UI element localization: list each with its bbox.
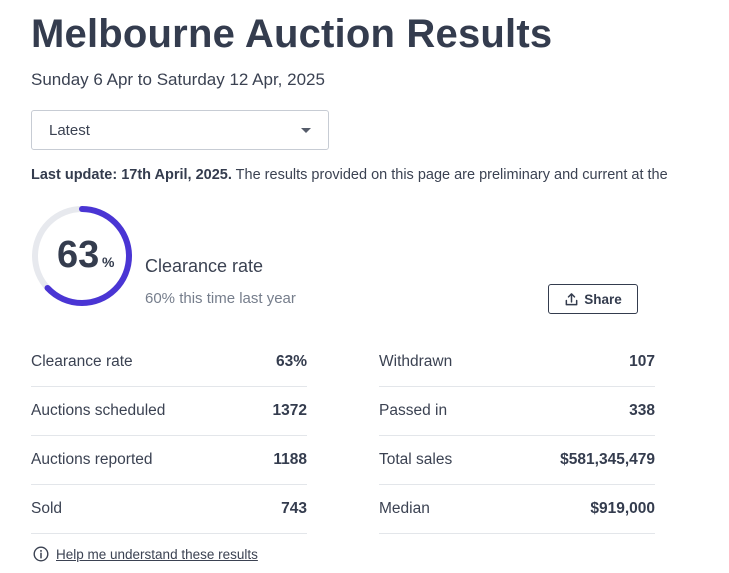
stat-value: 1372 (272, 402, 307, 419)
share-button[interactable]: Share (548, 284, 638, 314)
clearance-ring-progress (32, 206, 132, 306)
stat-value: 63% (275, 353, 307, 370)
stat-label: Auctions scheduled (31, 402, 166, 419)
update-notice-text: The results provided on this page are pr… (231, 167, 668, 183)
update-notice-date: Last update: 17th April, 2025. (31, 167, 232, 183)
stat-value: 338 (629, 402, 655, 419)
help-link-row: Help me understand these results (33, 546, 258, 562)
stat-label: Passed in (379, 402, 448, 419)
stat-label: Withdrawn (379, 353, 453, 370)
stat-row-median: Median $919,000 (379, 485, 655, 534)
stat-row-clearance-rate: Clearance rate 63% (31, 338, 307, 387)
stat-label: Total sales (379, 451, 453, 468)
page-title: Melbourne Auction Results (31, 12, 553, 56)
stat-label: Clearance rate (31, 353, 133, 370)
date-range: Sunday 6 Apr to Saturday 12 Apr, 2025 (31, 70, 325, 89)
info-icon (33, 546, 49, 562)
period-select[interactable]: Latest (31, 110, 329, 150)
clearance-rate-label: Clearance rate (145, 256, 264, 276)
share-upload-icon (565, 292, 578, 305)
stat-value: $919,000 (590, 500, 655, 517)
stat-row-sold: Sold 743 (31, 485, 307, 534)
clearance-rate-percent-sign: % (102, 254, 115, 270)
clearance-ring-chart (32, 206, 132, 306)
stat-value: $581,345,479 (560, 451, 655, 468)
stat-row-passed-in: Passed in 338 (379, 387, 655, 436)
stat-row-withdrawn: Withdrawn 107 (379, 338, 655, 387)
stat-label: Auctions reported (31, 451, 153, 468)
period-select-value: Latest (49, 122, 90, 139)
help-understand-results-link[interactable]: Help me understand these results (56, 546, 258, 562)
stat-label: Sold (31, 500, 63, 517)
stat-row-total-sales: Total sales $581,345,479 (379, 436, 655, 485)
stat-row-auctions-reported: Auctions reported 1188 (31, 436, 307, 485)
stats-table-right: Withdrawn 107 Passed in 338 Total sales … (379, 338, 655, 534)
stat-value: 107 (629, 353, 655, 370)
update-notice: Last update: 17th April, 2025. The resul… (31, 167, 729, 183)
stat-value: 743 (281, 500, 307, 517)
share-button-label: Share (584, 291, 622, 307)
stat-row-auctions-scheduled: Auctions scheduled 1372 (31, 387, 307, 436)
clearance-rate-number: 63 (57, 234, 100, 276)
stat-value: 1188 (273, 451, 307, 468)
clearance-last-year: 60% this time last year (145, 290, 296, 307)
stat-label: Median (379, 500, 430, 517)
chevron-down-icon (301, 128, 311, 133)
stats-table-left: Clearance rate 63% Auctions scheduled 13… (31, 338, 307, 534)
